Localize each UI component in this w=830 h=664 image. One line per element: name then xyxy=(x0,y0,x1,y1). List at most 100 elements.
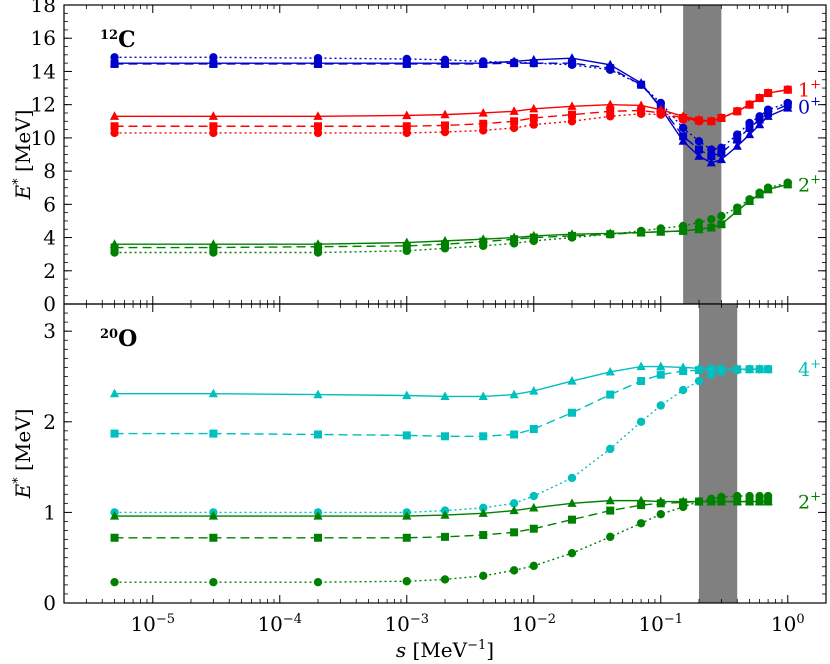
data-point xyxy=(440,510,450,519)
y-tick-label: 6 xyxy=(43,192,56,216)
data-point xyxy=(694,151,704,160)
data-point xyxy=(313,53,323,63)
y-tick-label: 4 xyxy=(43,226,56,250)
data-point xyxy=(440,127,450,137)
data-point xyxy=(695,225,703,234)
data-point xyxy=(440,244,450,253)
data-point xyxy=(402,431,411,440)
y-tick-label: 12 xyxy=(31,93,56,117)
y-axis-label: E* [MeV] xyxy=(11,110,35,201)
y-tick-label: 2 xyxy=(43,410,56,434)
data-point xyxy=(208,388,218,398)
data-point xyxy=(479,571,488,581)
data-point xyxy=(707,365,716,374)
data-point xyxy=(679,367,688,376)
data-point xyxy=(606,390,615,399)
data-point xyxy=(479,432,488,441)
data-point xyxy=(110,429,119,438)
data-point xyxy=(733,203,742,212)
data-point xyxy=(440,391,450,401)
data-point xyxy=(679,498,688,507)
data-point xyxy=(717,367,726,377)
data-point xyxy=(706,157,716,167)
data-point xyxy=(707,494,716,504)
series-line xyxy=(114,89,788,134)
data-point xyxy=(567,101,577,110)
data-point xyxy=(678,136,688,145)
data-point xyxy=(110,243,119,252)
data-point xyxy=(208,511,218,520)
data-point xyxy=(510,528,519,537)
data-point xyxy=(402,246,411,256)
data-point xyxy=(209,128,218,138)
data-point xyxy=(606,112,615,121)
data-point xyxy=(656,401,665,410)
data-point xyxy=(314,122,322,131)
state-label: 2+ xyxy=(798,172,821,196)
data-point xyxy=(732,141,742,150)
data-point xyxy=(109,388,120,398)
data-point xyxy=(606,107,615,116)
x-tick-label: 10−4 xyxy=(257,612,302,636)
data-point xyxy=(509,106,519,115)
data-point xyxy=(745,195,754,204)
data-point xyxy=(733,135,742,144)
data-point xyxy=(678,123,688,133)
data-point xyxy=(754,119,765,129)
data-point xyxy=(606,65,615,74)
data-point xyxy=(402,128,411,138)
data-point xyxy=(755,112,764,121)
data-point xyxy=(656,98,665,108)
data-point xyxy=(110,533,119,542)
data-point xyxy=(440,575,450,584)
data-point xyxy=(209,59,218,68)
data-point xyxy=(402,122,411,131)
data-point xyxy=(509,123,519,133)
data-point xyxy=(763,88,773,98)
data-point xyxy=(479,119,488,128)
data-point xyxy=(568,515,576,524)
data-point xyxy=(717,143,726,153)
data-point xyxy=(110,53,119,62)
data-point xyxy=(313,511,323,520)
data-point xyxy=(745,100,754,109)
data-point xyxy=(606,532,615,542)
data-point xyxy=(109,511,120,520)
data-point xyxy=(209,248,218,257)
series-4plus-circle xyxy=(110,365,773,517)
data-point xyxy=(694,497,704,506)
y-axis-label: E* [MeV] xyxy=(11,409,35,500)
data-point xyxy=(745,365,754,374)
nucleus-label: 12C xyxy=(100,27,136,53)
data-point xyxy=(717,492,726,502)
data-point xyxy=(717,220,726,229)
data-point xyxy=(314,533,322,542)
data-point xyxy=(441,532,449,541)
data-point xyxy=(707,223,716,232)
series-4plus-square xyxy=(110,365,773,441)
data-point xyxy=(529,58,538,68)
data-point xyxy=(567,376,577,385)
data-point xyxy=(208,111,218,120)
series-line xyxy=(114,182,788,254)
data-point xyxy=(783,178,792,187)
data-point xyxy=(440,55,450,65)
data-point xyxy=(567,498,577,507)
data-point xyxy=(479,126,488,135)
data-point xyxy=(567,473,577,483)
data-point xyxy=(763,105,773,114)
data-point xyxy=(479,57,488,66)
data-point xyxy=(510,430,519,439)
data-point xyxy=(745,491,754,501)
data-point xyxy=(402,110,412,120)
data-point xyxy=(783,85,792,94)
y-tick-label: 1 xyxy=(43,500,56,524)
data-point xyxy=(509,389,519,399)
y-tick-label: 16 xyxy=(31,26,56,50)
data-point xyxy=(744,129,755,139)
data-point xyxy=(717,113,726,123)
data-point xyxy=(636,226,646,236)
data-point xyxy=(656,110,665,119)
data-point xyxy=(402,241,411,250)
